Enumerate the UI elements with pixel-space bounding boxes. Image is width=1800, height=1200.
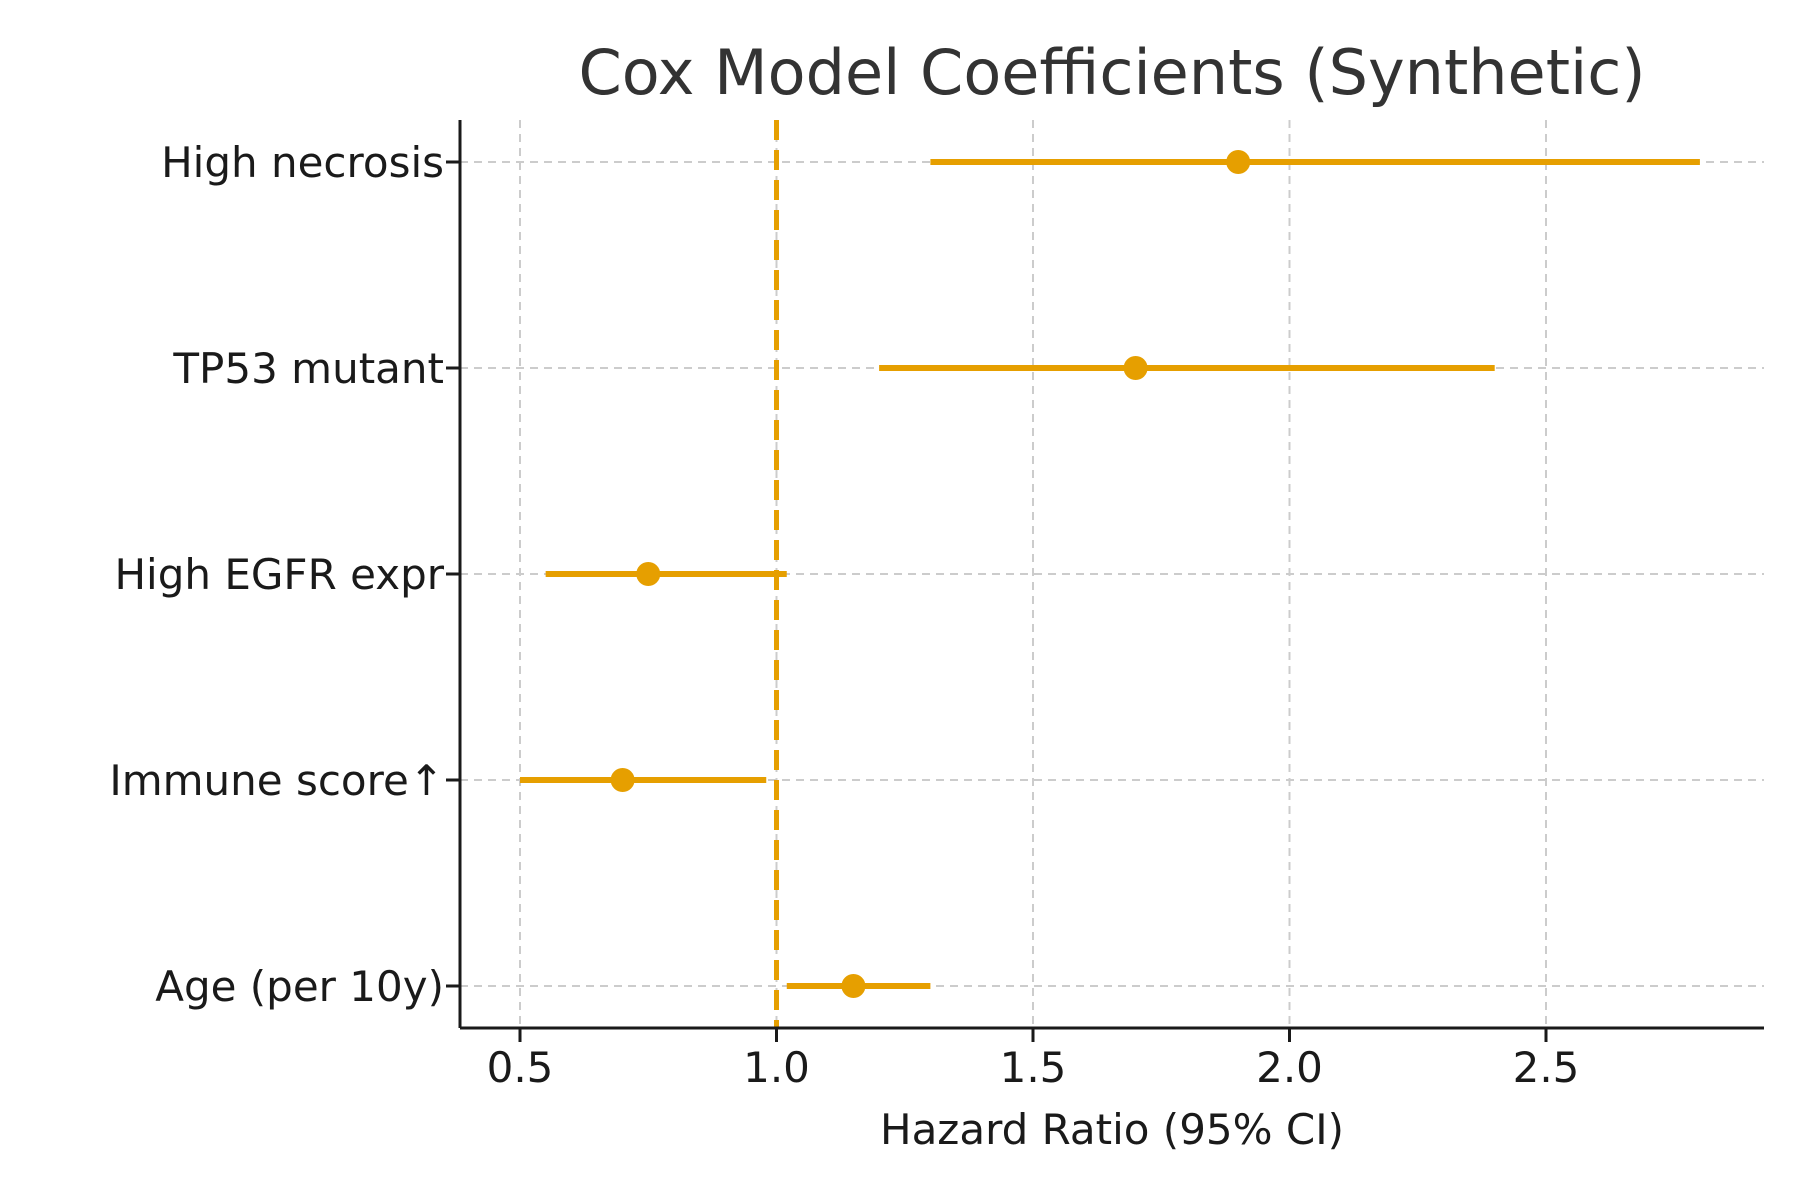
y-tick-label: Immune score↑ xyxy=(109,756,444,805)
x-tick-label: 2.5 xyxy=(1513,1043,1580,1092)
y-tick-label: High necrosis xyxy=(161,138,444,187)
x-tick-label: 1.5 xyxy=(1000,1043,1067,1092)
tick-layer: High necrosis TP53 mutant High EGFR expr Im… xyxy=(109,138,1579,1092)
chart-title: Cox Model Coefficients (Synthetic) xyxy=(578,36,1645,109)
x-tick-label: 0.5 xyxy=(487,1043,554,1092)
y-tick-label: High EGFR expr xyxy=(114,550,444,599)
hr-point xyxy=(1226,150,1251,174)
hr-point xyxy=(841,974,866,998)
x-tick-label: 2.0 xyxy=(1256,1043,1323,1092)
hr-point xyxy=(636,562,661,586)
y-tick-label: TP53 mutant xyxy=(172,344,444,393)
x-axis-label: Hazard Ratio (95% CI) xyxy=(880,1105,1344,1154)
x-tick-label: 1.0 xyxy=(743,1043,810,1092)
y-tick-label: Age (per 10y) xyxy=(155,962,444,1011)
hr-point xyxy=(610,768,635,792)
data-layer xyxy=(520,150,1700,998)
hr-point xyxy=(1123,356,1148,380)
